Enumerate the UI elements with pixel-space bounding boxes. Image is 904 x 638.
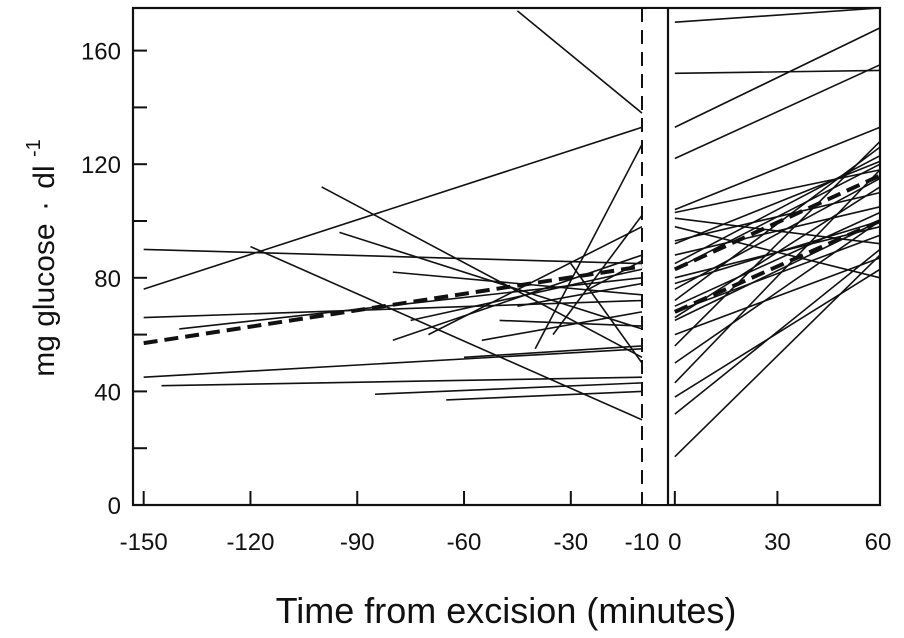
series-line-post-16 <box>674 234 881 313</box>
series-line-pre-20 <box>588 260 643 290</box>
series-line-post-2 <box>674 27 881 128</box>
plot-area <box>143 7 881 458</box>
series-line-post-25 <box>674 254 881 458</box>
series-line-post-4 <box>674 126 881 211</box>
series-line-pre-0 <box>143 348 643 378</box>
series-line-post-5 <box>674 169 881 214</box>
y-axis-label-exponent: -1 <box>23 139 45 157</box>
series-line-post-18 <box>674 220 881 322</box>
series-line-pre-6 <box>321 186 643 359</box>
series-line-post-26 <box>674 225 881 279</box>
series-line-post-20 <box>674 140 881 347</box>
series-line-pre-3 <box>143 126 643 290</box>
y-tick-label: 40 <box>94 379 121 406</box>
y-axis-label-main: mg glucose <box>28 223 61 376</box>
x-tick-label: 0 <box>668 529 681 556</box>
x-tick-label: -150 <box>120 529 168 556</box>
series-line-pre-10 <box>410 268 643 322</box>
series-line-post-24 <box>674 248 881 415</box>
x-tick-label: 60 <box>865 529 892 556</box>
x-tick-label: -30 <box>553 529 588 556</box>
mean-line-post-a <box>674 173 881 272</box>
x-tick-label: 30 <box>764 529 791 556</box>
series-line-pre-15 <box>499 319 643 327</box>
axis-break-gap <box>647 9 667 504</box>
mean-line-pre <box>143 264 643 346</box>
ticks: 0 40 80 120 160 -150 -120 -90 -60 -30 -10 0 30 60 <box>81 39 891 556</box>
series-line-post-1 <box>674 69 881 75</box>
series-line-pre-16 <box>517 282 643 307</box>
series-line-pre-19 <box>570 263 643 364</box>
series-line-post-15 <box>674 211 881 307</box>
series-line-post-27 <box>674 154 881 265</box>
series-line-post-19 <box>674 257 881 336</box>
x-tick-label-break: -10 <box>625 529 660 556</box>
series-line-pre-23 <box>179 277 643 330</box>
y-axis-label-dot: · <box>28 201 61 211</box>
x-tick-label: -90 <box>340 529 375 556</box>
series-line-pre-8 <box>375 382 643 396</box>
series-line-post-23 <box>674 268 881 398</box>
series-line-post-0 <box>674 7 881 23</box>
series-line-post-9 <box>674 206 881 256</box>
y-axis-label: mg glucose · dl -1 <box>23 139 61 377</box>
series-line-pre-22 <box>392 271 643 296</box>
y-axis-label-unit: dl <box>28 165 61 188</box>
series-line-pre-4 <box>143 248 643 265</box>
series-line-post-22 <box>674 169 881 384</box>
axes <box>131 6 882 507</box>
x-tick-label: -120 <box>226 529 274 556</box>
series-line-pre-9 <box>392 254 643 342</box>
series-line-pre-11 <box>428 225 643 336</box>
series-line-pre-17 <box>534 143 643 350</box>
y-tick-label: 160 <box>81 39 121 66</box>
series-line-pre-18 <box>552 214 643 336</box>
series-line-pre-1 <box>161 376 643 387</box>
series-line-pre-13 <box>463 345 643 359</box>
plot-frame <box>131 6 882 507</box>
series-line-pre-12 <box>446 390 643 401</box>
x-tick-label: -60 <box>447 529 482 556</box>
y-tick-label: 0 <box>108 493 121 520</box>
series-line-pre-21 <box>516 10 643 114</box>
y-tick-label: 120 <box>81 152 121 179</box>
series-line-post-10 <box>674 163 881 270</box>
series-line-post-21 <box>674 220 881 364</box>
mean-line-post-b <box>674 219 881 314</box>
y-tick-label: 80 <box>94 266 121 293</box>
series-line-post-13 <box>674 177 881 290</box>
series-line-pre-14 <box>481 311 643 342</box>
series-line-pre-5 <box>250 245 643 421</box>
x-axis-label: Time from excision (minutes) <box>276 590 737 631</box>
series-line-post-3 <box>674 64 881 160</box>
